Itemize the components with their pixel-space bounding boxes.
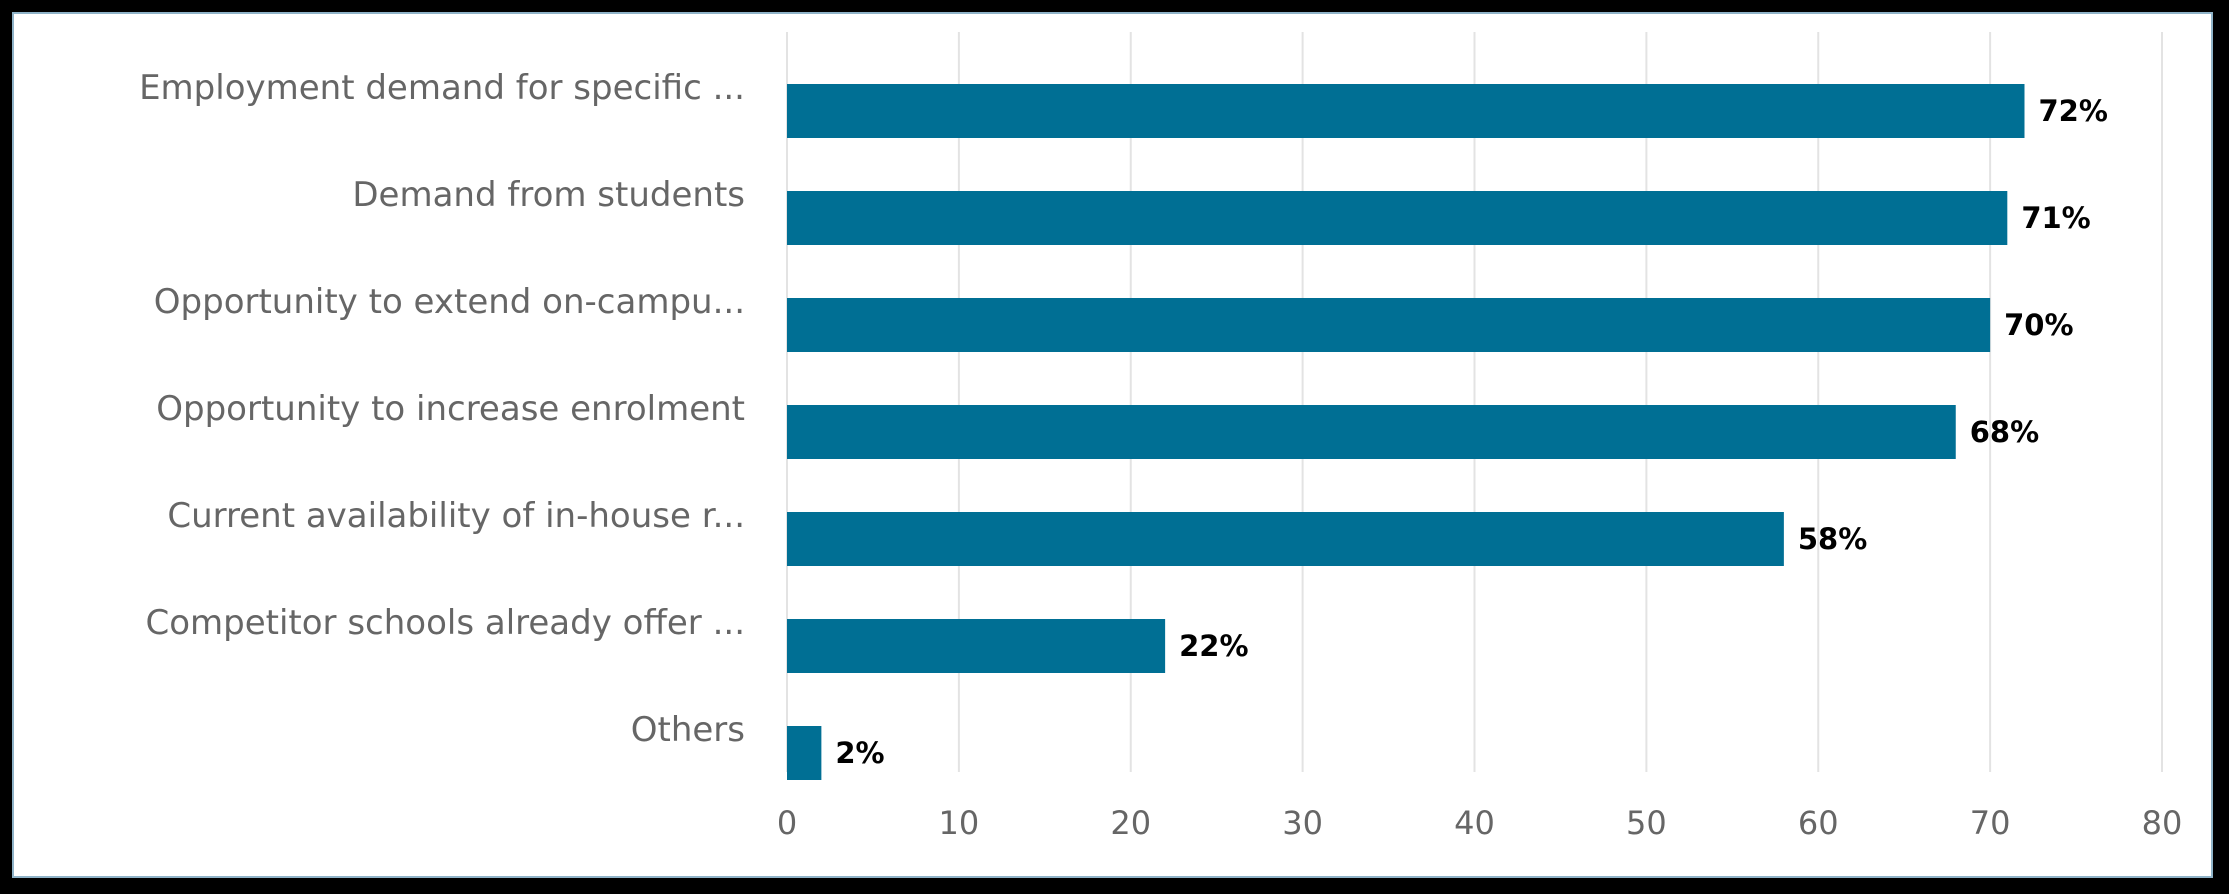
category-label-2: Demand from students (352, 175, 745, 215)
category-label-4: Opportunity to increase enrolment (156, 389, 745, 429)
bar-chart: Employment demand for specific ... Demand… (139, 32, 2183, 842)
x-axis-ticks: 0 10 20 30 40 50 60 70 80 (777, 804, 2183, 842)
data-label-7: 2% (835, 736, 884, 770)
data-label-2: 71% (2021, 201, 2090, 235)
x-tick-label-60: 60 (1798, 804, 1839, 842)
grid-lines (786, 32, 2163, 772)
x-tick-label-70: 70 (1970, 804, 2011, 842)
data-label-6: 22% (1179, 629, 1248, 663)
category-label-3: Opportunity to extend on-campu... (154, 282, 745, 322)
x-tick-label-20: 20 (1110, 804, 1151, 842)
data-label-4: 68% (1970, 415, 2039, 449)
x-tick-label-30: 30 (1282, 804, 1323, 842)
bar-2[interactable] (787, 191, 2008, 245)
x-tick-label-80: 80 (2142, 804, 2183, 842)
data-label-1: 72% (2039, 94, 2108, 128)
data-label-5: 58% (1798, 522, 1867, 556)
category-label-5: Current availability of in-house r... (167, 496, 745, 536)
bar-5[interactable] (787, 512, 1784, 566)
x-tick-label-10: 10 (939, 804, 980, 842)
bar-7[interactable] (787, 726, 822, 780)
x-tick-label-50: 50 (1626, 804, 1667, 842)
bar-3[interactable] (787, 298, 1991, 352)
chart-frame: Employment demand for specific ... Demand… (9, 9, 2216, 881)
category-label-1: Employment demand for specific ... (139, 68, 745, 108)
category-labels: Employment demand for specific ... Demand… (139, 68, 745, 750)
bars-group (787, 84, 2025, 780)
data-label-3: 70% (2004, 308, 2073, 342)
bar-6[interactable] (787, 619, 1166, 673)
category-label-7: Others (631, 710, 745, 750)
x-tick-label-40: 40 (1454, 804, 1495, 842)
bar-1[interactable] (787, 84, 2025, 138)
bar-4[interactable] (787, 405, 1956, 459)
x-tick-label-0: 0 (777, 804, 797, 842)
category-label-6: Competitor schools already offer ... (145, 603, 745, 643)
data-labels: 72% 71% 70% 68% 58% 22% 2% (835, 94, 2108, 770)
